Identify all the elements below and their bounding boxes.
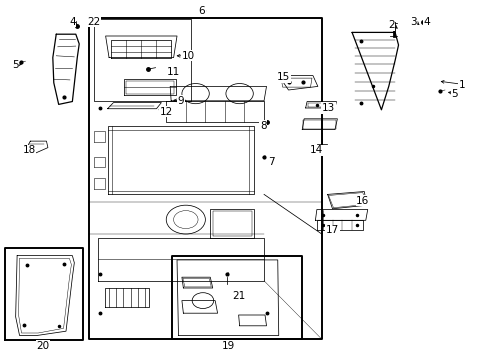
Text: 5: 5 xyxy=(450,89,457,99)
Text: 19: 19 xyxy=(222,341,235,351)
Text: 2: 2 xyxy=(387,20,394,30)
Text: 13: 13 xyxy=(321,103,335,113)
Text: 15: 15 xyxy=(276,72,290,82)
Text: 18: 18 xyxy=(22,145,36,155)
Text: 4: 4 xyxy=(422,17,429,27)
Text: 12: 12 xyxy=(159,107,173,117)
Text: 5: 5 xyxy=(12,60,19,70)
Text: 22: 22 xyxy=(87,17,101,27)
Text: 16: 16 xyxy=(355,196,369,206)
Text: 10: 10 xyxy=(182,51,194,61)
Text: 6: 6 xyxy=(198,6,205,16)
Text: 8: 8 xyxy=(259,121,266,131)
Text: 4: 4 xyxy=(69,17,76,27)
Text: 11: 11 xyxy=(166,67,180,77)
Text: 14: 14 xyxy=(309,145,323,156)
Text: 20: 20 xyxy=(37,341,49,351)
Text: 3: 3 xyxy=(409,17,416,27)
Text: 1: 1 xyxy=(458,80,465,90)
Text: 7: 7 xyxy=(267,157,274,167)
Text: 17: 17 xyxy=(325,225,339,235)
Text: 21: 21 xyxy=(231,291,245,301)
Text: 9: 9 xyxy=(177,96,184,106)
